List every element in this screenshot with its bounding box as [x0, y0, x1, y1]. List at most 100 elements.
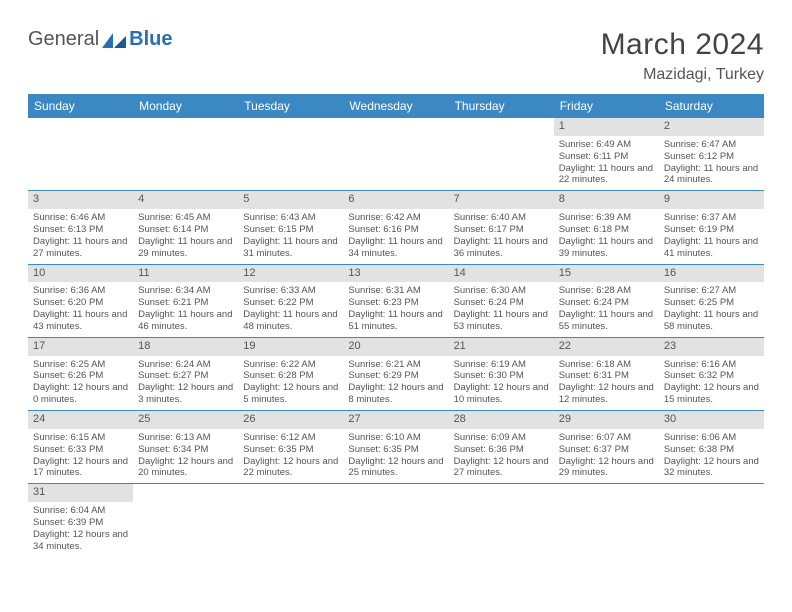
daylight-line: Daylight: 11 hours and 24 minutes. — [664, 163, 759, 187]
day-header-saturday: Saturday — [659, 94, 764, 118]
day-cell: 20Sunrise: 6:21 AMSunset: 6:29 PMDayligh… — [343, 337, 448, 410]
day-cell: 6Sunrise: 6:42 AMSunset: 6:16 PMDaylight… — [343, 191, 448, 264]
day-cell: 16Sunrise: 6:27 AMSunset: 6:25 PMDayligh… — [659, 264, 764, 337]
sunrise-line: Sunrise: 6:13 AM — [138, 432, 233, 444]
day-header-tuesday: Tuesday — [238, 94, 343, 118]
day-number: 12 — [238, 265, 343, 283]
day-cell: 14Sunrise: 6:30 AMSunset: 6:24 PMDayligh… — [449, 264, 554, 337]
title-block: March 2024 Mazidagi, Turkey — [601, 28, 764, 84]
day-cell: 25Sunrise: 6:13 AMSunset: 6:34 PMDayligh… — [133, 411, 238, 484]
calendar-row: 31Sunrise: 6:04 AMSunset: 6:39 PMDayligh… — [28, 484, 764, 557]
day-cell: 7Sunrise: 6:40 AMSunset: 6:17 PMDaylight… — [449, 191, 554, 264]
sunset-line: Sunset: 6:18 PM — [559, 224, 654, 236]
sunrise-line: Sunrise: 6:27 AM — [664, 285, 759, 297]
page-header: GeneralBlue March 2024 Mazidagi, Turkey — [28, 28, 764, 84]
day-cell: 21Sunrise: 6:19 AMSunset: 6:30 PMDayligh… — [449, 337, 554, 410]
location-label: Mazidagi, Turkey — [601, 66, 764, 84]
sunrise-line: Sunrise: 6:04 AM — [33, 505, 128, 517]
day-details: Sunrise: 6:06 AMSunset: 6:38 PMDaylight:… — [659, 429, 764, 484]
month-title: March 2024 — [601, 28, 764, 62]
calendar-row: 1Sunrise: 6:49 AMSunset: 6:11 PMDaylight… — [28, 118, 764, 191]
day-cell: 11Sunrise: 6:34 AMSunset: 6:21 PMDayligh… — [133, 264, 238, 337]
sunset-line: Sunset: 6:35 PM — [348, 444, 443, 456]
day-number: 7 — [449, 191, 554, 209]
day-details: Sunrise: 6:16 AMSunset: 6:32 PMDaylight:… — [659, 356, 764, 411]
daylight-line: Daylight: 11 hours and 51 minutes. — [348, 309, 443, 333]
sunset-line: Sunset: 6:15 PM — [243, 224, 338, 236]
empty-cell — [133, 484, 238, 557]
sunset-line: Sunset: 6:21 PM — [138, 297, 233, 309]
sunset-line: Sunset: 6:22 PM — [243, 297, 338, 309]
daylight-line: Daylight: 12 hours and 32 minutes. — [664, 456, 759, 480]
sunrise-line: Sunrise: 6:28 AM — [559, 285, 654, 297]
day-details: Sunrise: 6:18 AMSunset: 6:31 PMDaylight:… — [554, 356, 659, 411]
calendar-page: GeneralBlue March 2024 Mazidagi, Turkey … — [0, 0, 792, 567]
day-header-thursday: Thursday — [449, 94, 554, 118]
day-number: 1 — [554, 118, 659, 136]
sunrise-line: Sunrise: 6:24 AM — [138, 359, 233, 371]
sunrise-line: Sunrise: 6:42 AM — [348, 212, 443, 224]
day-number: 9 — [659, 191, 764, 209]
empty-cell — [449, 118, 554, 191]
sunrise-line: Sunrise: 6:09 AM — [454, 432, 549, 444]
logo-text-2: Blue — [129, 28, 172, 51]
day-details: Sunrise: 6:39 AMSunset: 6:18 PMDaylight:… — [554, 209, 659, 264]
daylight-line: Daylight: 12 hours and 5 minutes. — [243, 382, 338, 406]
day-number: 13 — [343, 265, 448, 283]
logo-sail-icon — [101, 31, 127, 49]
day-number: 16 — [659, 265, 764, 283]
day-number: 30 — [659, 411, 764, 429]
day-details: Sunrise: 6:30 AMSunset: 6:24 PMDaylight:… — [449, 282, 554, 337]
empty-cell — [28, 118, 133, 191]
day-cell: 17Sunrise: 6:25 AMSunset: 6:26 PMDayligh… — [28, 337, 133, 410]
sunset-line: Sunset: 6:33 PM — [33, 444, 128, 456]
day-cell: 3Sunrise: 6:46 AMSunset: 6:13 PMDaylight… — [28, 191, 133, 264]
daylight-line: Daylight: 12 hours and 12 minutes. — [559, 382, 654, 406]
day-details: Sunrise: 6:13 AMSunset: 6:34 PMDaylight:… — [133, 429, 238, 484]
sunset-line: Sunset: 6:26 PM — [33, 370, 128, 382]
daylight-line: Daylight: 11 hours and 34 minutes. — [348, 236, 443, 260]
day-cell: 30Sunrise: 6:06 AMSunset: 6:38 PMDayligh… — [659, 411, 764, 484]
sunrise-line: Sunrise: 6:10 AM — [348, 432, 443, 444]
day-number: 10 — [28, 265, 133, 283]
day-details: Sunrise: 6:21 AMSunset: 6:29 PMDaylight:… — [343, 356, 448, 411]
sunrise-line: Sunrise: 6:37 AM — [664, 212, 759, 224]
day-cell: 29Sunrise: 6:07 AMSunset: 6:37 PMDayligh… — [554, 411, 659, 484]
sunrise-line: Sunrise: 6:07 AM — [559, 432, 654, 444]
sunset-line: Sunset: 6:27 PM — [138, 370, 233, 382]
day-details: Sunrise: 6:31 AMSunset: 6:23 PMDaylight:… — [343, 282, 448, 337]
daylight-line: Daylight: 11 hours and 41 minutes. — [664, 236, 759, 260]
sunset-line: Sunset: 6:14 PM — [138, 224, 233, 236]
day-header-sunday: Sunday — [28, 94, 133, 118]
daylight-line: Daylight: 12 hours and 15 minutes. — [664, 382, 759, 406]
daylight-line: Daylight: 12 hours and 0 minutes. — [33, 382, 128, 406]
day-details: Sunrise: 6:15 AMSunset: 6:33 PMDaylight:… — [28, 429, 133, 484]
day-cell: 26Sunrise: 6:12 AMSunset: 6:35 PMDayligh… — [238, 411, 343, 484]
daylight-line: Daylight: 12 hours and 22 minutes. — [243, 456, 338, 480]
empty-cell — [343, 118, 448, 191]
sunset-line: Sunset: 6:32 PM — [664, 370, 759, 382]
sunrise-line: Sunrise: 6:39 AM — [559, 212, 654, 224]
day-cell: 2Sunrise: 6:47 AMSunset: 6:12 PMDaylight… — [659, 118, 764, 191]
day-number: 15 — [554, 265, 659, 283]
sunrise-line: Sunrise: 6:12 AM — [243, 432, 338, 444]
sunset-line: Sunset: 6:20 PM — [33, 297, 128, 309]
sunrise-line: Sunrise: 6:25 AM — [33, 359, 128, 371]
day-details: Sunrise: 6:34 AMSunset: 6:21 PMDaylight:… — [133, 282, 238, 337]
sunset-line: Sunset: 6:29 PM — [348, 370, 443, 382]
sunset-line: Sunset: 6:16 PM — [348, 224, 443, 236]
sunset-line: Sunset: 6:37 PM — [559, 444, 654, 456]
sunrise-line: Sunrise: 6:19 AM — [454, 359, 549, 371]
sunrise-line: Sunrise: 6:47 AM — [664, 139, 759, 151]
day-details: Sunrise: 6:07 AMSunset: 6:37 PMDaylight:… — [554, 429, 659, 484]
sunset-line: Sunset: 6:36 PM — [454, 444, 549, 456]
day-details: Sunrise: 6:04 AMSunset: 6:39 PMDaylight:… — [28, 502, 133, 557]
day-cell: 23Sunrise: 6:16 AMSunset: 6:32 PMDayligh… — [659, 337, 764, 410]
day-header-row: SundayMondayTuesdayWednesdayThursdayFrid… — [28, 94, 764, 118]
sunset-line: Sunset: 6:35 PM — [243, 444, 338, 456]
sunrise-line: Sunrise: 6:22 AM — [243, 359, 338, 371]
daylight-line: Daylight: 11 hours and 27 minutes. — [33, 236, 128, 260]
day-number: 20 — [343, 338, 448, 356]
sunset-line: Sunset: 6:38 PM — [664, 444, 759, 456]
empty-cell — [133, 118, 238, 191]
